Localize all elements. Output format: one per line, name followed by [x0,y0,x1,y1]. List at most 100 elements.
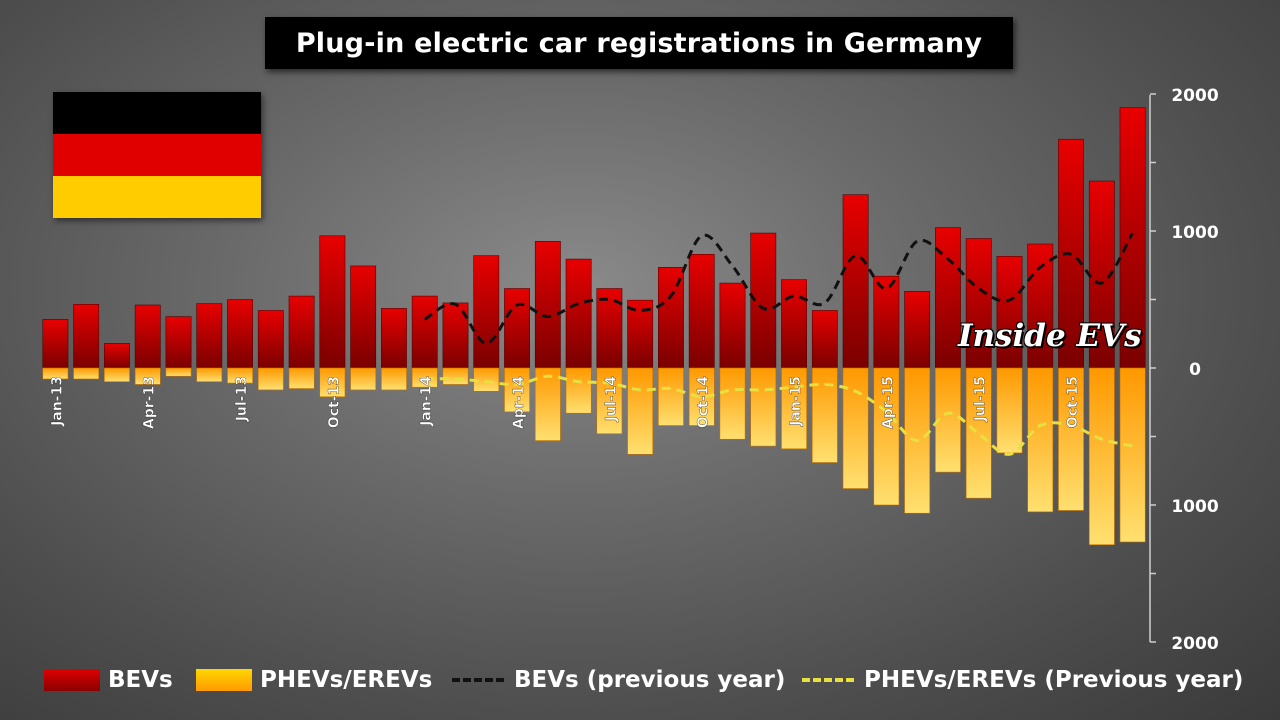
y-tick-label: 2000 [1171,634,1218,654]
bar-phev-Oct-13 [319,367,346,398]
bar-phev-Aug-14 [627,367,654,455]
flag-stripe-red [53,134,261,176]
bar-phev-Jul-14 [596,367,623,435]
x-tick-label: Oct-14 [696,376,712,428]
flag-stripe-gold [53,176,261,218]
bar-bev-Jun-14 [565,258,592,369]
bar-bev-Aug-13 [257,310,284,369]
bar-phev-Feb-14 [442,367,469,385]
y-tick-label: 0 [1189,360,1201,380]
y-tick-label: 1000 [1171,223,1218,243]
bar-phev-Sep-15 [1027,367,1054,513]
bar-bev-Sep-13 [288,295,315,369]
bar-bev-Dec-13 [381,308,407,369]
bar-bev-Apr-14 [504,288,530,369]
bar-bev-Jan-14 [411,295,438,369]
chart-title-box: Plug-in electric car registrations in Ge… [265,17,1013,69]
bar-phev-Feb-15 [811,367,838,463]
watermark-logo: Inside EVs [958,318,1142,354]
bar-phev-Aug-13 [257,367,284,391]
bar-bev-Apr-13 [134,304,161,369]
bar-phev-Jun-14 [565,367,592,414]
chart-legend: BEVs PHEVs/EREVs BEVs (previous year) PH… [0,658,1280,702]
x-tick-label: Jan-14 [419,376,435,427]
bar-phev-Nov-14 [719,367,746,440]
flag-stripe-black [53,92,261,134]
bar-bev-Oct-14 [688,253,715,369]
bar-bev-Feb-13 [73,303,100,369]
x-tick-label: Oct-15 [1065,376,1081,428]
bar-bev-May-14 [534,240,561,369]
x-tick-label: Apr-13 [142,376,158,429]
bar-phev-Dec-13 [381,367,407,391]
bar-bev-Jun-15 [935,227,961,369]
bar-phev-Nov-13 [350,367,377,391]
bar-bev-May-15 [904,290,931,369]
x-tick-label: Jan-13 [49,376,65,427]
germany-flag-icon [53,92,261,218]
bar-phev-Mar-13 [104,367,130,382]
bar-bev-Feb-15 [811,310,838,369]
legend-item-bev: BEVs [44,667,173,693]
x-tick-label: Jul-13 [234,376,250,422]
bar-phev-Apr-14 [504,367,530,413]
bar-bev-Nov-13 [350,265,377,369]
bar-bev-Nov-14 [719,282,746,369]
x-tick-label: Apr-15 [880,376,896,429]
bar-bev-Sep-15 [1027,243,1054,369]
legend-item-phev: PHEVs/EREVs [196,667,432,693]
bar-bev-Jul-13 [227,299,253,369]
bar-bev-Mar-14 [473,255,500,369]
bar-phev-Jun-13 [196,367,223,382]
bar-phev-Apr-15 [873,367,900,506]
bar-phev-Aug-15 [996,367,1023,454]
bar-bev-Apr-15 [873,275,900,369]
bar-bev-Mar-15 [842,194,869,369]
bar-bev-Jul-15 [965,238,992,369]
bar-phev-Feb-13 [73,367,100,380]
bar-bev-Jan-15 [781,279,807,369]
bar-phev-Nov-15 [1088,367,1115,546]
legend-item-bev-prev: BEVs (previous year) [452,667,785,693]
legend-swatch-bev [44,669,100,691]
bar-phev-May-14 [534,367,561,441]
x-tick-label: Jul-14 [603,376,619,423]
legend-swatch-phev-prev [802,678,854,682]
bar-phev-Jul-15 [965,367,992,499]
legend-label-phev-prev: PHEVs/EREVs (Previous year) [864,667,1244,693]
bar-bev-Dec-15 [1119,107,1146,369]
legend-swatch-phev [196,669,252,691]
bar-bev-Jun-13 [196,303,223,369]
bar-bev-May-13 [165,316,192,369]
bar-phev-Jan-13 [42,367,69,380]
bar-phev-Sep-14 [658,367,684,426]
legend-swatch-bev-prev [452,678,504,682]
bar-phev-Apr-13 [134,367,161,385]
bar-phev-May-13 [165,367,192,377]
bar-phev-Oct-15 [1058,367,1084,511]
x-tick-label: Oct-13 [326,376,342,428]
legend-label-bev: BEVs [108,667,173,693]
bar-phev-Mar-15 [842,367,869,489]
bar-bev-Mar-13 [104,343,130,369]
chart-title: Plug-in electric car registrations in Ge… [295,27,983,59]
legend-label-bev-prev: BEVs (previous year) [514,667,786,693]
bar-bev-Aug-15 [996,256,1023,369]
bar-bev-Oct-13 [319,235,346,369]
bar-bev-Jan-13 [42,319,69,369]
y-tick-label: 1000 [1171,497,1218,517]
line-phev-previous-year [424,374,1133,456]
bar-phev-Jan-15 [781,367,807,450]
line-bev-previous-year [423,232,1134,345]
x-tick-label: Jan-15 [788,376,804,427]
legend-label-phev: PHEVs/EREVs [260,667,433,693]
x-tick-label: Apr-14 [511,376,527,429]
legend-item-phev-prev: PHEVs/EREVs (Previous year) [802,667,1243,693]
bar-phev-Dec-14 [750,367,777,447]
bar-phev-Jul-13 [227,367,253,384]
bar-phev-Dec-15 [1119,367,1146,543]
x-tick-label: Jul-15 [973,376,989,422]
bar-phev-Sep-13 [288,367,315,389]
